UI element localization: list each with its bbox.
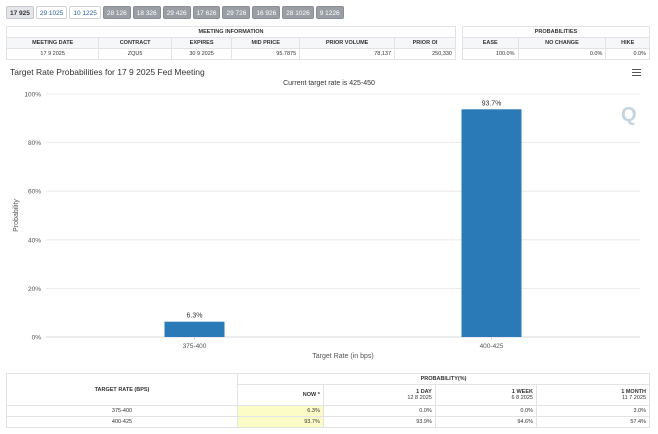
tab-meeting[interactable]: 16 926 <box>252 6 281 19</box>
tab-meeting[interactable]: 17 626 <box>192 6 221 19</box>
one-day-cell: 0.0% <box>322 405 436 417</box>
tab-meeting[interactable]: 29 726 <box>222 6 251 19</box>
hike-value: 0.0% <box>605 48 650 60</box>
watermark-logo: Q <box>621 104 637 126</box>
y-tick-label: 60% <box>28 189 41 196</box>
target-rate-table: TARGET RATE (BPS) PROBABILITY(%) NOW * 1… <box>6 373 651 428</box>
column-header: EASE <box>462 37 519 49</box>
tab-meeting[interactable]: 9 1226 <box>315 6 344 19</box>
one-month-cell: 3.0% <box>535 405 651 417</box>
y-tick-label: 40% <box>28 237 41 244</box>
prior-oi-value: 250,330 <box>394 48 456 60</box>
table-row: 375-400 6.3% 0.0% 0.0% 3.0% <box>6 405 651 417</box>
y-tick-label: 100% <box>24 92 41 99</box>
one-day-cell: 93.9% <box>322 416 436 428</box>
target-rate-cell: 400-425 <box>6 416 238 428</box>
one-day-header: 1 DAY 12 8 2025 <box>322 384 436 406</box>
meeting-tabs: 17 925 29 1025 10 1225 28 126 18 326 29 … <box>6 6 344 19</box>
now-header: NOW * <box>237 384 324 406</box>
tab-meeting[interactable]: 17 925 <box>6 6 34 19</box>
chart-subtitle: Current target rate is 425-450 <box>283 80 375 87</box>
no-change-value: 0.0% <box>517 48 607 60</box>
tab-meeting[interactable]: 10 1225 <box>69 6 101 19</box>
one-week-cell: 94.6% <box>434 416 537 428</box>
tab-meeting[interactable]: 18 326 <box>132 6 161 19</box>
bar-value-label: 93.7% <box>482 100 502 107</box>
tab-meeting[interactable]: 28 126 <box>102 6 131 19</box>
tab-meeting[interactable]: 28 1026 <box>282 6 314 19</box>
y-tick-label: 80% <box>28 140 41 147</box>
one-week-header: 1 WEEK 6 8 2025 <box>434 384 537 406</box>
meeting-information-table: MEETING INFORMATION MEETING DATE CONTRAC… <box>5 26 456 60</box>
now-cell: 93.7% <box>237 416 324 428</box>
tab-meeting[interactable]: 29 1025 <box>35 6 68 19</box>
x-tick-label: 375-400 <box>183 343 207 350</box>
table-row: 100.0% 0.0% 0.0% <box>462 48 650 60</box>
bar <box>461 109 522 338</box>
target-rate-header: TARGET RATE (BPS) <box>6 373 238 406</box>
y-tick-label: 0% <box>32 335 42 342</box>
prior-volume-value: 78,137 <box>299 48 396 60</box>
column-header: EXPIRES <box>170 37 233 49</box>
bar <box>164 321 225 337</box>
x-axis-label: Target Rate (in bps) <box>312 353 373 360</box>
one-month-header: 1 MONTH 11 7 2025 <box>535 384 651 406</box>
probabilities-table: PROBABILITIES EASE NO CHANGE HIKE 100.0%… <box>462 26 650 60</box>
x-tick-label: 400-425 <box>480 343 504 350</box>
hamburger-menu-icon[interactable] <box>632 69 641 77</box>
y-axis-label: Probability <box>13 199 20 232</box>
one-month-cell: 57.4% <box>535 416 651 428</box>
mid-price-value: 95.7875 <box>231 48 301 60</box>
tab-meeting[interactable]: 29 426 <box>162 6 191 19</box>
table-row: 400-425 93.7% 93.9% 94.6% 57.4% <box>6 416 651 428</box>
bar-value-label: 6.3% <box>187 313 203 320</box>
expires-value: 30 9 2025 <box>170 48 233 60</box>
probability-group-header: PROBABILITY(%) <box>237 373 650 385</box>
meeting-date-value: 17 9 2025 <box>5 48 100 60</box>
y-tick-label: 20% <box>28 286 41 293</box>
one-week-cell: 0.0% <box>434 405 537 417</box>
chart-title: Target Rate Probabilities for 17 9 2025 … <box>10 67 205 77</box>
table-row: 17 9 2025 ZQU5 30 9 2025 95.7875 78,137 … <box>5 48 456 60</box>
now-cell: 6.3% <box>237 405 324 417</box>
target-rate-cell: 375-400 <box>6 405 238 417</box>
column-header: MEETING DATE <box>5 37 100 49</box>
